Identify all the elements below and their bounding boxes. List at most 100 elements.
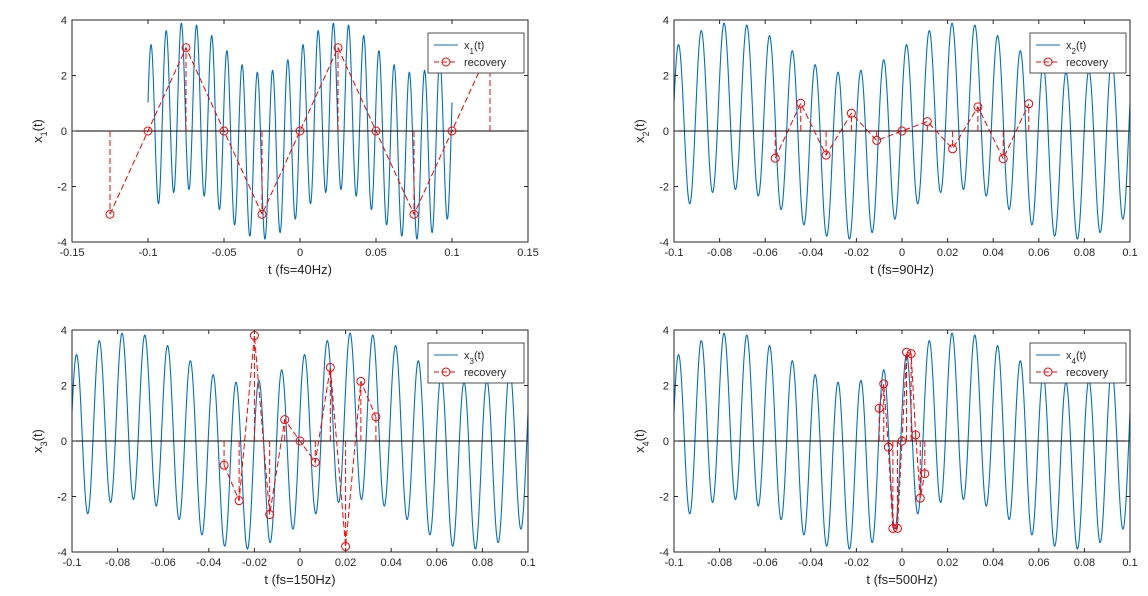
x-tick-label: 0.05 — [365, 247, 386, 259]
x-tick-label: 0.02 — [937, 557, 958, 569]
y-tick-label: 4 — [663, 325, 669, 337]
recovery-line — [774, 102, 1030, 160]
recovery-stems — [774, 103, 1030, 159]
legend-recovery-marker — [441, 367, 451, 377]
y-tick-label: 2 — [61, 71, 67, 83]
y-tick-label: 4 — [61, 325, 67, 337]
recovery-point — [265, 510, 275, 520]
recovery-point — [879, 379, 889, 389]
x-tick-label: -0.02 — [844, 557, 869, 569]
signal-line — [674, 332, 1130, 550]
recovery-point — [447, 126, 457, 136]
legend-box — [1029, 32, 1127, 74]
x-tick-label: -0.1 — [63, 557, 82, 569]
legend-signal-label: x1(t) — [464, 40, 484, 56]
recovery-point — [280, 415, 290, 425]
recovery-point — [897, 126, 907, 136]
x-tick-label: 0.04 — [380, 557, 401, 569]
legend: x3(t)recovery — [427, 342, 525, 384]
x-tick-label: -0.05 — [211, 247, 236, 259]
recovery-point — [897, 436, 907, 446]
recovery-point — [821, 150, 831, 160]
legend: x1(t)recovery — [427, 32, 525, 74]
y-tick-label: 2 — [663, 381, 669, 393]
legend-recovery-marker — [441, 57, 451, 67]
x-tick-label: -0.1 — [665, 247, 684, 259]
x-tick-label: -0.02 — [242, 557, 267, 569]
x-tick-label: 0.08 — [1074, 247, 1095, 259]
y-ticks: -4 -2 0 2 4 — [659, 325, 1130, 559]
x-tick-label: 0.1 — [1122, 247, 1137, 259]
recovery-point — [295, 126, 305, 136]
recovery-point — [883, 442, 893, 452]
legend-recovery-label: recovery — [464, 367, 507, 379]
y-axis-label: x4(t) — [632, 429, 651, 453]
subplot-4: -0.1 -0.08 -0.06 -0.04 -0.02 0 0.02 0.04 0.06 0.0… — [632, 325, 1138, 587]
recovery-markers — [770, 98, 1034, 164]
y-ticks: -4 -2 0 2 4 — [57, 325, 528, 559]
y-tick-label: -2 — [57, 492, 67, 504]
legend-signal-label: x2(t) — [1066, 40, 1086, 56]
y-tick-label: 0 — [663, 126, 669, 138]
recovery-point — [325, 362, 335, 372]
legend-signal-label: x4(t) — [1066, 350, 1086, 366]
x-ticks: -0.1 -0.08 -0.06 -0.04 -0.02 0 0.02 0.04 0.06 0.0… — [63, 330, 536, 569]
recovery-stems — [878, 352, 926, 529]
y-tick-label: 0 — [61, 126, 67, 138]
y-tick-label: -4 — [659, 547, 669, 559]
x-tick-label: 0.02 — [937, 247, 958, 259]
y-tick-label: -2 — [659, 492, 669, 504]
x-axis-label: t (fs=90Hz) — [870, 262, 934, 277]
recovery-point — [143, 126, 153, 136]
legend: x4(t)recovery — [1029, 342, 1127, 384]
y-tick-label: 2 — [61, 381, 67, 393]
x-tick-label: -0.08 — [707, 557, 732, 569]
y-axis-label: x2(t) — [632, 119, 651, 143]
recovery-point — [333, 43, 343, 53]
recovery-line — [223, 335, 377, 547]
recovery-point — [295, 436, 305, 446]
x-tick-label: 0.06 — [426, 557, 447, 569]
x-ticks: -0.1 -0.08 -0.06 -0.04 -0.02 0 0.02 0.04 0.06 0.0… — [665, 330, 1138, 569]
y-axis-label: x1(t) — [30, 119, 49, 143]
x-tick-label: -0.06 — [753, 247, 778, 259]
recovery-line — [878, 351, 926, 529]
x-tick-label: -0.06 — [753, 557, 778, 569]
x-tick-label: -0.06 — [151, 557, 176, 569]
legend-recovery-label: recovery — [1066, 367, 1109, 379]
recovery-point — [846, 108, 856, 118]
x-tick-label: 0.08 — [1074, 557, 1095, 569]
x-tick-label: -0.02 — [844, 247, 869, 259]
y-tick-label: -2 — [57, 182, 67, 194]
x-axis-label: t (fs=500Hz) — [866, 572, 937, 587]
x-tick-label: -0.04 — [798, 247, 823, 259]
recovery-point — [796, 98, 806, 108]
recovery-point — [915, 493, 925, 503]
legend-recovery-label: recovery — [1066, 57, 1109, 69]
recovery-point — [356, 376, 366, 386]
recovery-point — [371, 126, 381, 136]
y-tick-label: -2 — [659, 182, 669, 194]
recovery-point — [922, 117, 932, 127]
x-tick-label: 0.1 — [1122, 557, 1137, 569]
recovery-point — [973, 102, 983, 112]
recovery-point — [911, 430, 921, 440]
recovery-markers — [874, 347, 930, 533]
recovery-point — [888, 523, 898, 533]
x-tick-label: 0.08 — [472, 557, 493, 569]
x-tick-label: 0.06 — [1028, 247, 1049, 259]
x-tick-label: -0.08 — [105, 557, 130, 569]
recovery-point — [310, 457, 320, 467]
recovery-point — [219, 460, 229, 470]
legend-recovery-marker — [1043, 57, 1053, 67]
recovery-point — [257, 209, 267, 219]
subplot-2: -0.1 -0.08 -0.06 -0.04 -0.02 0 0.02 0.04 0.06 0.0… — [632, 15, 1138, 277]
x-tick-label: -0.15 — [59, 247, 84, 259]
recovery-point — [948, 144, 958, 154]
x-tick-label: -0.1 — [139, 247, 158, 259]
recovery-point — [181, 43, 191, 53]
x-tick-label: 0.04 — [982, 247, 1003, 259]
recovery-point — [902, 347, 912, 357]
x-ticks: -0.1 -0.08 -0.06 -0.04 -0.02 0 0.02 0.04 0.06 0.0… — [665, 20, 1138, 259]
